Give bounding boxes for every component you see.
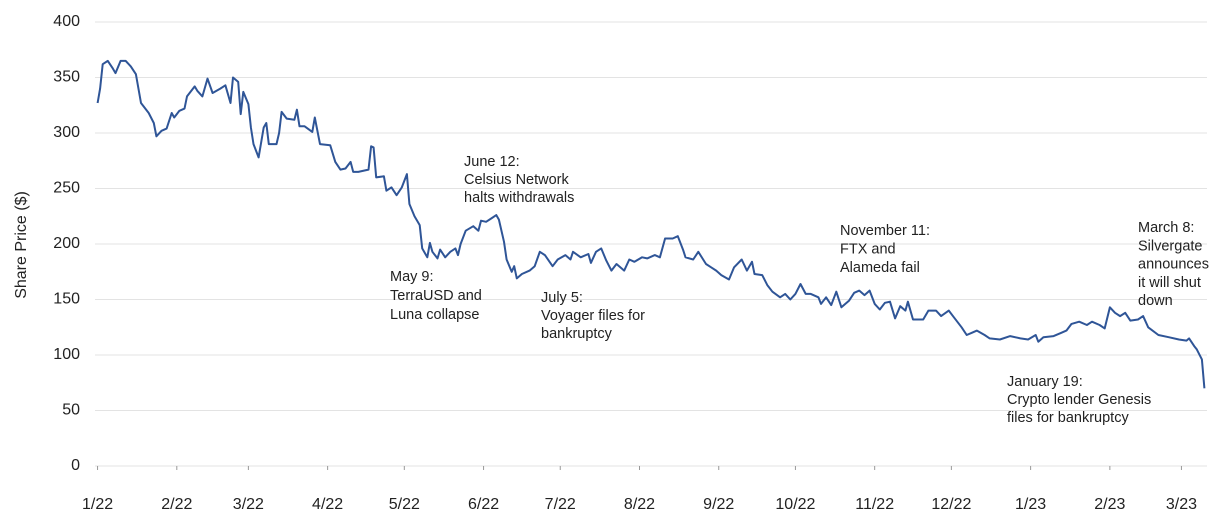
x-tick-label: 3/23 bbox=[1166, 496, 1197, 513]
annotation: Luna collapse bbox=[390, 307, 480, 323]
y-tick-label: 300 bbox=[53, 124, 80, 141]
annotation: May 9: bbox=[390, 269, 434, 285]
x-tick-label: 1/22 bbox=[82, 496, 113, 513]
x-tick-label: 1/23 bbox=[1015, 496, 1046, 513]
annotation: FTX and bbox=[840, 242, 896, 258]
y-axis-label: Share Price ($) bbox=[13, 191, 30, 299]
annotation: March 8: bbox=[1138, 220, 1194, 236]
annotation: down bbox=[1138, 293, 1173, 309]
x-tick-label: 4/22 bbox=[312, 496, 343, 513]
annotation: TerraUSD and bbox=[390, 288, 482, 304]
annotation: Voyager files for bbox=[541, 308, 645, 324]
x-tick-label: 11/22 bbox=[855, 496, 894, 513]
x-tick-label: 2/22 bbox=[161, 496, 192, 513]
y-tick-label: 150 bbox=[53, 291, 80, 308]
annotation: June 12: bbox=[464, 154, 520, 170]
annotation: halts withdrawals bbox=[464, 190, 574, 206]
x-tick-label: 10/22 bbox=[775, 496, 815, 513]
annotation: November 11: bbox=[840, 223, 930, 239]
x-tick-label: 8/22 bbox=[624, 496, 655, 513]
x-tick-label: 7/22 bbox=[545, 496, 576, 513]
annotation: January 19: bbox=[1007, 374, 1083, 390]
y-tick-label: 50 bbox=[62, 402, 80, 419]
x-tick-label: 5/22 bbox=[389, 496, 420, 513]
annotation: it will shut bbox=[1138, 275, 1201, 291]
annotation: Crypto lender Genesis bbox=[1007, 392, 1151, 408]
y-tick-label: 350 bbox=[53, 69, 80, 86]
x-tick-label: 9/22 bbox=[703, 496, 734, 513]
y-tick-label: 250 bbox=[53, 180, 80, 197]
x-tick-label: 12/22 bbox=[931, 496, 971, 513]
y-tick-label: 200 bbox=[53, 235, 80, 252]
annotation: files for bankruptcy bbox=[1007, 410, 1129, 426]
y-tick-label: 100 bbox=[53, 346, 80, 363]
x-tick-label: 2/23 bbox=[1094, 496, 1125, 513]
x-tick-label: 3/22 bbox=[233, 496, 264, 513]
annotation: July 5: bbox=[541, 290, 583, 306]
annotation: Celsius Network bbox=[464, 172, 569, 188]
x-tick-label: 6/22 bbox=[468, 496, 499, 513]
y-tick-label: 400 bbox=[53, 13, 80, 30]
price-line bbox=[96, 59, 1206, 389]
annotation: Silvergate bbox=[1138, 238, 1202, 254]
y-tick-label: 0 bbox=[71, 457, 80, 474]
annotation: bankruptcy bbox=[541, 326, 613, 342]
annotation: Alameda fail bbox=[840, 260, 920, 276]
annotation: announces bbox=[1138, 257, 1209, 273]
